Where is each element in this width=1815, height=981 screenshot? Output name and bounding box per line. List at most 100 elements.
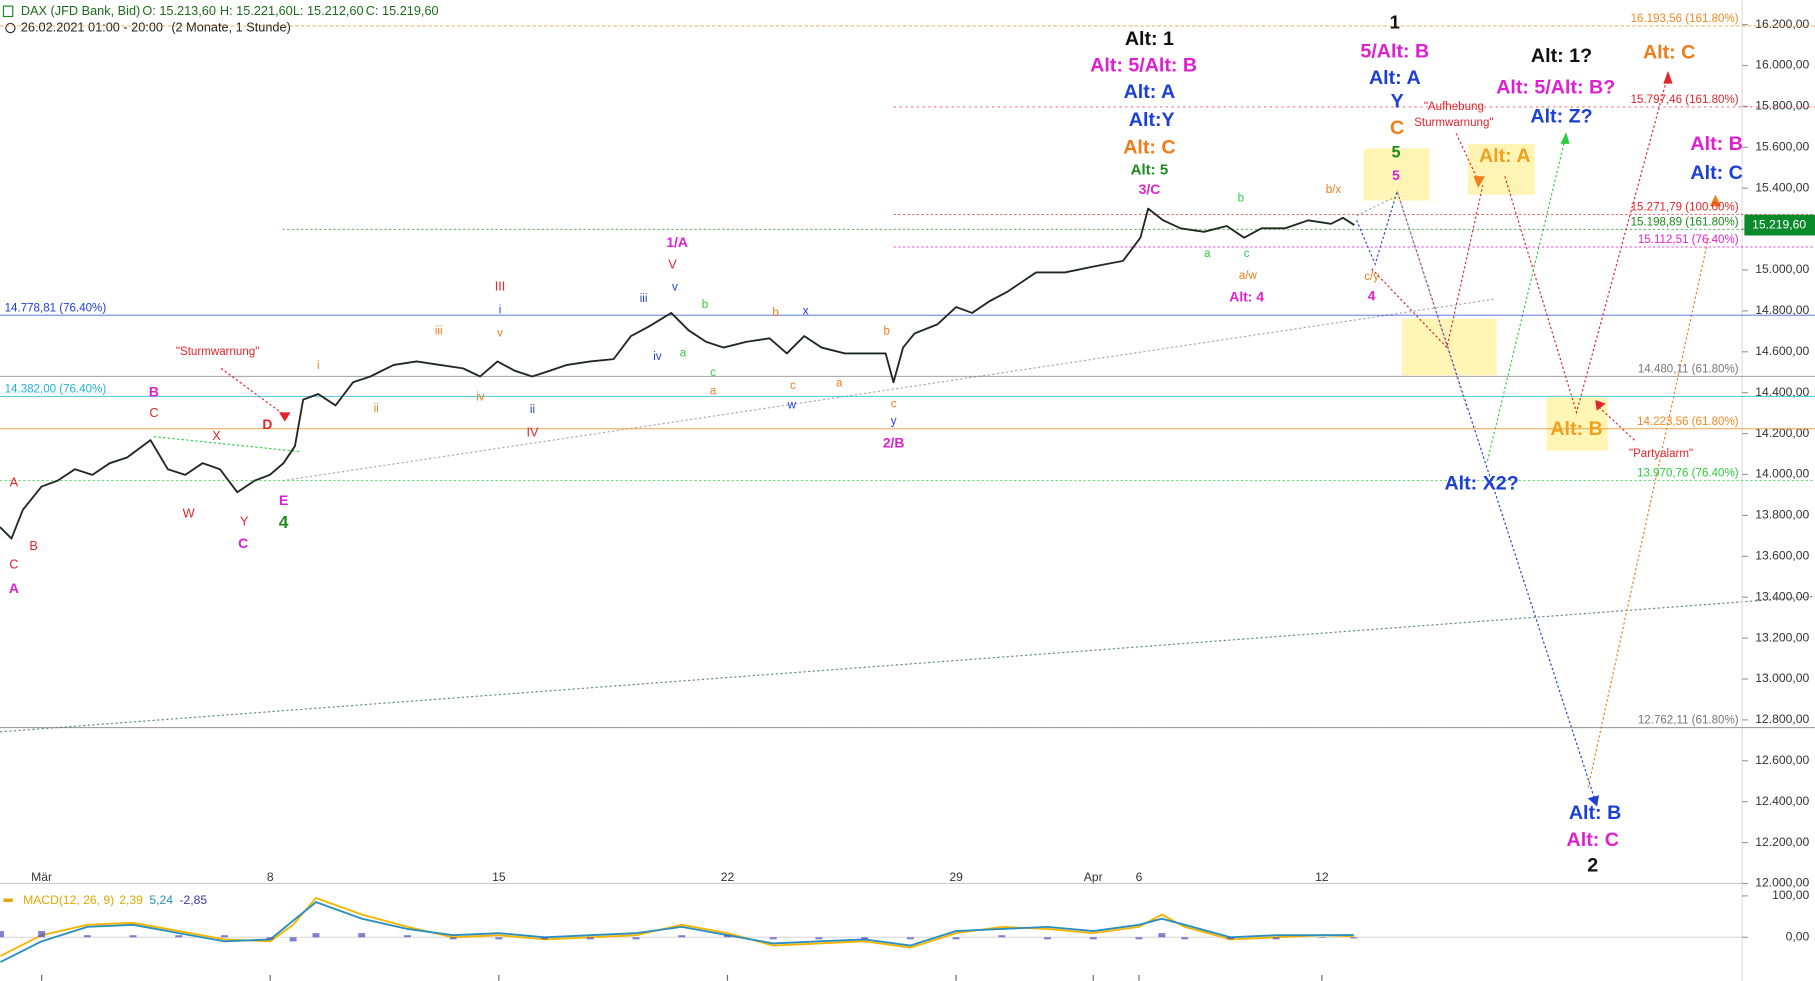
wave-label: ii [530,404,535,416]
wave-label: c [790,380,796,392]
wave-label: Alt:Y [1129,109,1175,131]
wave-label: Alt: C [1690,162,1742,184]
projection [1356,189,1595,797]
wave-label: 5 [1391,143,1400,161]
wave-label: X [212,428,221,443]
y-tick-label: 12.000,00 [1755,876,1809,890]
y-tick-label: 13.200,00 [1755,630,1809,644]
wave-label: "Aufhebung [1424,101,1484,113]
wave-label: B [29,538,37,553]
macd-readout: -2,85 [179,893,207,907]
level-label: 15.797,46 (161.80%) [1631,94,1739,106]
wave-label: a [710,386,717,398]
symbol: DAX (JFD Bank, Bid) [21,3,140,18]
wave-label: C [238,535,248,551]
wave-label: 5/Alt: B [1360,41,1429,63]
arrowhead [1560,132,1570,144]
histogram-bar [1181,937,1189,940]
arrowheads [278,70,1722,807]
wave-label: b [772,307,778,319]
wave-label: x [803,306,809,318]
wave-label: W [183,506,195,521]
wave-label: Alt: A [1479,145,1531,167]
y-tick-label: 14.600,00 [1755,344,1809,358]
level-label: 14.382,00 (76.40%) [5,383,107,395]
macd-y-tick-label: 0,00 [1786,929,1810,943]
arrowhead [1473,176,1486,188]
wave-label: w [787,399,797,411]
wave-label: ii [374,403,379,415]
y-tick-label: 12.800,00 [1755,712,1809,726]
wave-label: i [317,360,320,372]
histogram-bar [952,937,960,940]
wave-label: c/y [1364,271,1379,283]
macd-icon [3,898,13,903]
y-tick-label: 13.800,00 [1755,508,1809,522]
macd-title: MACD(12, 26, 9) [23,893,114,907]
y-tick-label: 14.800,00 [1755,303,1809,317]
level-label: 12.762,11 (61.80%) [1638,715,1739,727]
level-label: 15.271,79 (100.00%) [1631,202,1739,214]
wave-label: v [497,328,503,340]
level-label: 14.223,56 (61.80%) [1637,416,1739,428]
arrowhead [278,412,291,422]
icon [2,5,14,18]
trendline [282,298,1496,482]
histogram-bar [815,937,823,940]
x-tick-label: 8 [267,870,274,884]
wave-label: c [1244,248,1250,260]
wave-label: Alt: Z? [1530,105,1592,127]
wave-label: b/x [1326,184,1342,196]
wave-label: V [668,257,677,272]
close: C: 15.219,60 [366,3,439,18]
wave-label: 1/A [666,234,688,250]
wave-label: C [1390,117,1404,139]
level-label: 14.778,81 (76.40%) [5,302,107,314]
x-tick-label: 12 [1315,870,1329,884]
histogram-bar [861,937,869,940]
x-tick-label: Mär [31,870,52,884]
histogram-bar [312,933,320,938]
level-label: 16.193,56 (161.80%) [1631,13,1739,25]
y-tick-label: 15.600,00 [1755,139,1809,153]
y-tick-label: 13.000,00 [1755,671,1809,685]
y-tick-label: 13.400,00 [1755,589,1809,603]
histogram-bar [289,937,297,942]
level-label: 15.112,51 (76.40%) [1638,234,1739,246]
last-price-badge [1744,214,1815,236]
wave-label: 5 [1392,167,1400,183]
x-tick-label: 29 [949,870,963,884]
level-label: 15.198,89 (161.80%) [1631,216,1739,228]
wave-label: B [149,383,159,399]
histogram-bar [175,935,183,938]
level-label: 13.970,76 (76.40%) [1637,468,1739,480]
header: DAX (JFD Bank, Bid) O: 15.213,60 H: 15.2… [2,3,439,34]
wave-label: Alt: C [1123,137,1175,159]
y-tick-label: 12.200,00 [1755,835,1809,849]
last-price-label: 15.219,60 [1752,217,1806,231]
wave-label: i [499,305,502,317]
histogram-bar [586,937,594,940]
y-tick-label: 12.400,00 [1755,794,1809,808]
trendlines [0,78,1815,797]
arrowhead [1663,70,1673,84]
wave-label: a [1204,248,1211,260]
period: (2 Monate, 1 Stunde) [171,19,290,34]
wave-label: Alt: C [1567,829,1619,851]
projection [1396,191,1469,412]
wave-label: Alt: A [1124,81,1176,103]
macd-y-tick-label: 100,00 [1772,888,1809,902]
wave-label: b [1238,192,1244,204]
wave-label: A [9,580,19,596]
wave-label: iv [653,351,662,363]
histogram-bar [221,935,228,938]
arrowhead [1587,795,1599,807]
wave-label: "Partyalarm" [1629,448,1693,460]
wave-label: Alt: 1 [1125,28,1174,50]
date-range: 26.02.2021 01:00 - 20:00 [21,19,163,34]
histogram-bar [449,937,457,940]
histogram-bar [906,937,914,940]
histogram-bar [998,935,1006,938]
histogram-bar [678,935,686,938]
